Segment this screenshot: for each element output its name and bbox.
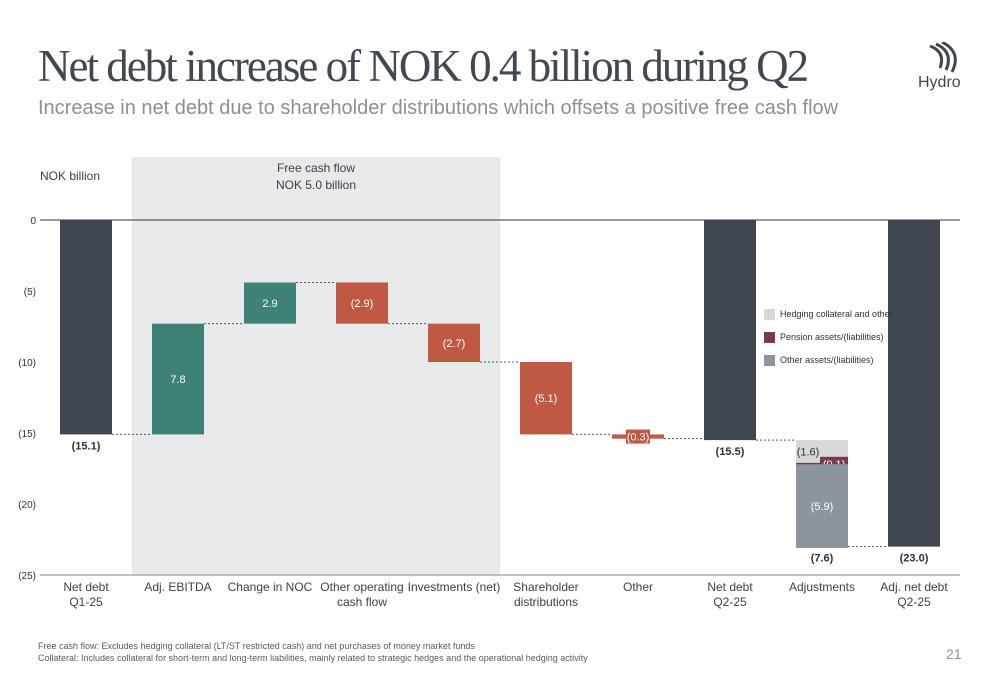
segment-label: (5.9) — [811, 501, 834, 513]
x-category-label: Q1-25 — [69, 595, 103, 609]
stack-segment — [796, 464, 848, 549]
bar-value-label: (23.0) — [900, 553, 929, 565]
page-title: Net debt increase of NOK 0.4 billion dur… — [38, 41, 809, 91]
bar — [152, 323, 204, 435]
y-tick-label: (10) — [18, 358, 36, 369]
bar-value-label: (2.7) — [443, 338, 466, 350]
x-category-label: Adj. net debt — [880, 580, 948, 594]
footnote: Free cash flow: Excludes hedging collate… — [38, 641, 475, 651]
bar-value-label: (2.9) — [351, 298, 374, 310]
x-category-label: distributions — [514, 595, 578, 609]
bar-value-label: (5.1) — [535, 393, 558, 405]
x-category-label: Q2-25 — [897, 595, 931, 609]
bar-value-label: 2.9 — [262, 298, 277, 310]
legend-label: Pension assets/(liabilities) — [780, 332, 884, 342]
bar — [520, 362, 572, 435]
x-category-label: Change in NOC — [228, 580, 313, 594]
bar — [704, 220, 756, 441]
x-category-label: Net debt — [63, 580, 109, 594]
footnote: Collateral: Includes collateral for shor… — [38, 653, 588, 663]
y-tick-label: (25) — [18, 571, 36, 582]
hydro-logo-icon — [929, 42, 957, 73]
bar-label-bg — [626, 429, 650, 444]
page-number: 21 — [946, 646, 962, 662]
segment-label: (1.6) — [797, 446, 820, 458]
band-label: NOK 5.0 billion — [276, 178, 356, 192]
legend-swatch — [764, 308, 775, 320]
x-category-label: Net debt — [707, 580, 753, 594]
legend-label: Other assets/(liabilities) — [780, 355, 874, 365]
bar-value-label: (7.6) — [811, 553, 834, 565]
footnotes: Free cash flow: Excludes hedging collate… — [38, 640, 588, 664]
y-tick-label: (5) — [24, 287, 36, 298]
band-label: Free cash flow — [277, 161, 355, 175]
x-category-label: Shareholder — [513, 580, 578, 594]
bar-value-label: (15.5) — [716, 446, 745, 458]
bar-value-label: (15.1) — [72, 440, 101, 452]
y-tick-label: (20) — [18, 500, 36, 511]
bar — [336, 282, 388, 324]
x-category-label: Other operating — [320, 580, 403, 594]
bar — [428, 323, 480, 362]
legend-item: Other assets/(liabilities) — [764, 354, 893, 366]
x-category-label: Adj. EBITDA — [144, 580, 211, 594]
bar — [244, 282, 296, 324]
x-category-label: Q2-25 — [713, 595, 747, 609]
x-category-label: Adjustments — [789, 580, 855, 594]
logo-text: Hydro — [918, 74, 961, 91]
legend-swatch — [764, 331, 775, 343]
y-tick-label: 0 — [30, 216, 36, 227]
x-category-label: cash flow — [337, 595, 387, 609]
legend-item: Pension assets/(liabilities) — [764, 331, 893, 343]
legend-label: Hedging collateral and other — [780, 309, 893, 319]
x-category-label: Other — [623, 580, 653, 594]
bar-value-label: 7.8 — [170, 374, 185, 386]
legend-swatch — [764, 354, 775, 366]
page-subtitle: Increase in net debt due to shareholder … — [38, 97, 839, 119]
x-category-label: Investments (net) — [408, 580, 501, 594]
chart-legend: Hedging collateral and other Pension ass… — [764, 308, 893, 377]
bar — [888, 220, 940, 547]
unit-label: NOK billion — [40, 169, 100, 183]
bar — [60, 220, 112, 435]
bar-value-label: (0.3) — [627, 432, 650, 444]
y-tick-label: (15) — [18, 429, 36, 440]
legend-item: Hedging collateral and other — [764, 308, 893, 320]
